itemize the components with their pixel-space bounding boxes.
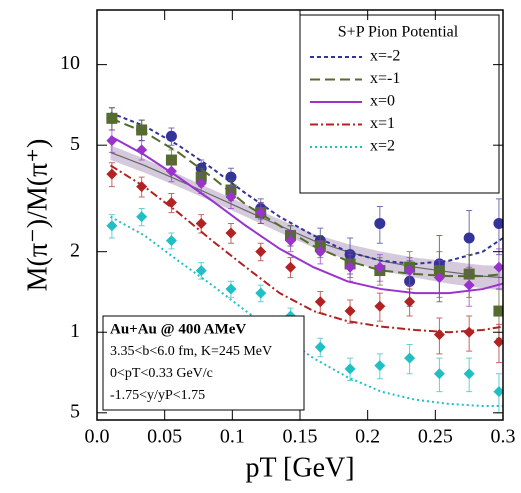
data-point <box>165 197 177 209</box>
data-point <box>195 177 207 189</box>
model-curve <box>110 164 503 334</box>
data-point <box>136 144 148 156</box>
data-point <box>493 217 503 229</box>
data-point <box>433 368 445 380</box>
data-point <box>344 363 356 375</box>
legend-label: x=1 <box>370 115 395 132</box>
annotation-line: -1.75<y/yP<1.75 <box>110 388 205 403</box>
data-point <box>493 336 503 348</box>
x-tick-label: 0.05 <box>147 426 182 448</box>
x-tick-label: 0.0 <box>85 426 110 448</box>
data-point <box>106 112 118 124</box>
plot-area <box>106 107 503 414</box>
data-point <box>225 283 237 295</box>
data-point <box>106 168 118 180</box>
data-point <box>463 326 475 338</box>
legend-label: x=-1 <box>370 70 400 87</box>
legend-label: x=0 <box>370 93 395 110</box>
y-tick-label: 2 <box>70 239 80 261</box>
data-point <box>255 246 267 258</box>
x-tick-label: 0.3 <box>491 426 516 448</box>
data-point <box>374 261 386 273</box>
data-point <box>433 272 445 284</box>
data-point <box>314 296 326 308</box>
y-tick-label: 5 <box>70 400 80 422</box>
data-point <box>314 341 326 353</box>
data-point <box>463 232 475 244</box>
data-point <box>195 265 207 277</box>
data-point <box>463 368 475 380</box>
data-point <box>374 300 386 312</box>
annotation-box <box>102 315 305 411</box>
x-axis-label: pT [GeV] <box>245 452 354 483</box>
x-tick-label: 0.2 <box>355 426 380 448</box>
model-curve <box>110 111 503 265</box>
model-curve <box>110 117 503 278</box>
legend-title: S+P Pion Potential <box>338 24 459 41</box>
y-tick-label: 5 <box>70 133 80 155</box>
data-point <box>314 246 326 258</box>
data-point <box>374 360 386 372</box>
legend-label: x=2 <box>370 138 395 155</box>
data-point <box>493 305 503 317</box>
band-center <box>110 151 503 279</box>
data-point <box>136 211 148 223</box>
x-tick-label: 0.15 <box>283 426 318 448</box>
data-point <box>106 135 118 147</box>
data-point <box>136 181 148 193</box>
y-tick-label: 10 <box>60 52 80 74</box>
data-point <box>225 191 237 203</box>
data-point <box>165 165 177 177</box>
data-point <box>404 296 416 308</box>
data-point <box>493 386 503 398</box>
data-point <box>344 305 356 317</box>
data-point <box>463 279 475 291</box>
data-point <box>195 217 207 229</box>
data-point <box>285 235 297 247</box>
data-point <box>106 220 118 232</box>
y-tick-label: 1 <box>70 320 80 342</box>
data-point <box>433 329 445 341</box>
data-point <box>404 352 416 364</box>
x-tick-label: 0.25 <box>418 426 453 448</box>
annotation-line: 3.35<b<6.0 fm, K=245 MeV <box>110 344 272 359</box>
data-point <box>404 265 416 277</box>
data-point <box>493 261 503 273</box>
data-point <box>374 217 386 229</box>
data-point <box>225 227 237 239</box>
data-point <box>255 287 267 299</box>
annotation-line: Au+Au @ 400 AMeV <box>110 321 246 337</box>
model-curve <box>110 135 503 295</box>
legend-box <box>299 14 500 194</box>
x-tick-label: 0.1 <box>220 426 245 448</box>
annotation-line: 0<pT<0.33 GeV/c <box>110 366 213 381</box>
data-point <box>285 261 297 273</box>
data-point <box>165 130 177 142</box>
legend-label: x=-2 <box>370 48 400 65</box>
data-point <box>165 235 177 247</box>
y-axis-label: M(π⁻)/M(π⁺) <box>22 139 53 292</box>
model-curve <box>110 215 503 408</box>
data-point <box>344 261 356 273</box>
data-point <box>165 154 177 166</box>
data-point <box>255 207 267 219</box>
data-point <box>136 124 148 136</box>
